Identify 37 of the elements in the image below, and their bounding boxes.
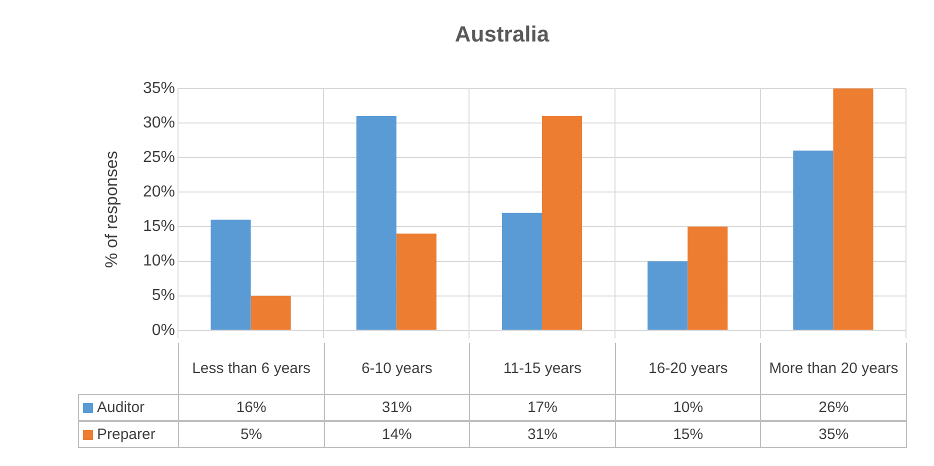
chart-title: Australia	[454, 21, 550, 46]
bar	[356, 116, 396, 330]
data-label: 5%	[240, 426, 262, 443]
bar	[210, 220, 251, 330]
bar	[396, 234, 436, 330]
legend-label: Preparer	[97, 426, 156, 443]
y-tick-label: 35%	[142, 80, 175, 97]
bar	[648, 261, 688, 330]
data-label: 14%	[382, 426, 412, 443]
x-tick-label: 16-20 years	[648, 360, 728, 377]
y-tick-label: 25%	[142, 148, 175, 166]
y-tick-label: 0%	[152, 322, 175, 339]
y-tick-label: 20%	[142, 184, 175, 201]
y-tick-label: 15%	[142, 218, 175, 236]
data-label: 17%	[527, 399, 558, 416]
data-label: 16%	[236, 399, 266, 416]
x-tick-label: Less than 6 years	[192, 360, 310, 377]
data-label: 15%	[673, 426, 704, 443]
x-tick-label: 11-15 years	[503, 360, 582, 377]
y-tick-label: 30%	[142, 114, 175, 132]
data-label: 26%	[818, 399, 849, 416]
x-tick-label: More than 20 years	[769, 360, 898, 377]
data-label: 31%	[382, 399, 412, 416]
legend-label: Auditor	[97, 399, 145, 416]
bar	[502, 212, 542, 330]
data-label: 31%	[527, 426, 558, 443]
y-tick-label: 10%	[142, 252, 175, 270]
bar	[793, 150, 834, 330]
bar	[250, 296, 291, 330]
x-tick-label: 6-10 years	[361, 360, 432, 377]
bar	[688, 226, 728, 330]
bar	[833, 88, 874, 330]
y-tick-label: 5%	[152, 287, 175, 304]
data-label: 10%	[673, 399, 704, 416]
y-axis-title: % of responses	[102, 150, 121, 268]
data-label: 35%	[818, 426, 849, 443]
bar	[542, 116, 582, 330]
